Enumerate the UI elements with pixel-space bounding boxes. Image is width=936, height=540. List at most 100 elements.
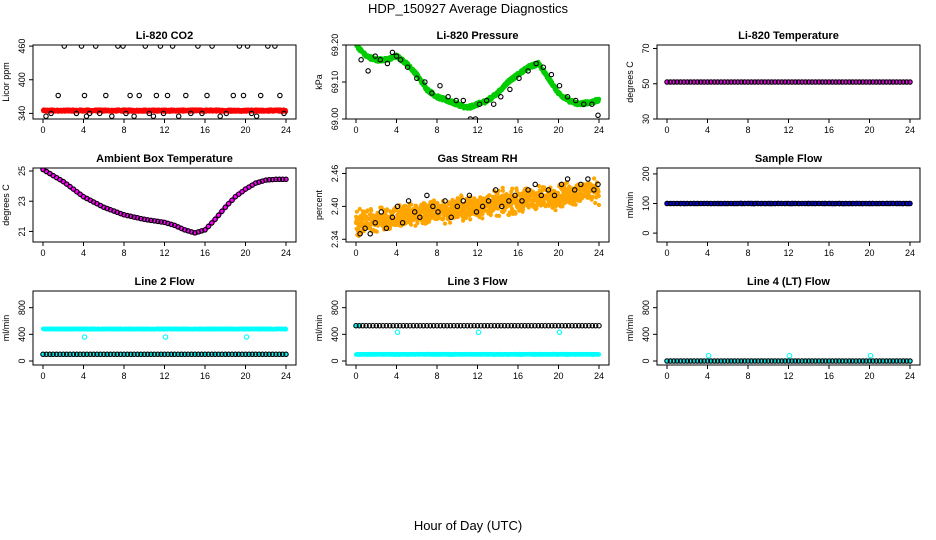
data-point <box>681 79 687 85</box>
data-point <box>393 53 400 59</box>
data-point <box>731 79 738 85</box>
data-point <box>812 79 819 85</box>
data-point <box>188 110 194 117</box>
data-point <box>445 94 451 100</box>
data-point <box>500 185 505 190</box>
y-tick-label: 21 <box>17 226 27 236</box>
data-point <box>183 92 189 99</box>
data-point <box>256 179 262 185</box>
data-point <box>397 57 404 63</box>
x-tick-label: 8 <box>121 248 126 258</box>
data-point <box>202 227 208 233</box>
data-point <box>448 220 453 225</box>
data-point <box>165 220 171 227</box>
data-point <box>480 216 485 221</box>
data-point <box>263 177 269 183</box>
plot-frame <box>32 167 297 243</box>
data-point <box>525 68 531 74</box>
data-point <box>141 216 148 223</box>
data-point <box>73 110 80 117</box>
data-points <box>353 176 602 238</box>
data-point <box>230 92 237 99</box>
data-points <box>353 45 602 119</box>
data-point <box>903 79 910 85</box>
data-point <box>806 79 812 85</box>
x-tick-label: 4 <box>81 125 86 135</box>
data-point <box>281 110 287 117</box>
data-point <box>460 97 467 104</box>
data-point <box>870 79 876 85</box>
data-point <box>728 79 734 85</box>
data-point <box>564 94 571 100</box>
data-point <box>442 221 448 226</box>
data-point <box>876 79 883 85</box>
data-point <box>199 110 205 117</box>
x-tick-label: 4 <box>81 248 86 258</box>
data-point <box>266 177 272 183</box>
data-point <box>185 228 191 234</box>
y-tick-label: 30 <box>641 114 651 124</box>
y-axis-label: degrees C <box>625 61 635 103</box>
data-point <box>677 79 684 85</box>
data-point <box>483 97 490 104</box>
data-point <box>748 79 755 85</box>
data-point <box>369 208 374 213</box>
data-point <box>453 97 459 104</box>
data-point <box>853 79 859 85</box>
data-point <box>111 208 117 214</box>
data-point <box>48 110 54 117</box>
data-point <box>222 204 229 211</box>
data-point <box>429 90 435 96</box>
y-axis-label: kPa <box>314 74 324 90</box>
data-point <box>205 223 212 230</box>
data-point <box>900 79 907 85</box>
x-tick-label: 12 <box>159 248 169 258</box>
data-point <box>762 79 768 85</box>
data-point <box>276 176 283 183</box>
data-point <box>148 217 154 224</box>
data-point <box>589 101 595 107</box>
data-point <box>863 79 869 85</box>
data-point <box>77 191 83 197</box>
data-point <box>107 207 114 213</box>
data-point <box>273 176 279 183</box>
data-point <box>283 176 289 183</box>
data-point <box>103 92 109 99</box>
data-point <box>146 110 153 117</box>
data-points <box>40 45 289 119</box>
data-point <box>219 208 225 215</box>
data-point <box>123 110 129 117</box>
data-point <box>741 79 748 85</box>
x-tick-label: 8 <box>745 125 750 135</box>
data-point <box>109 113 115 119</box>
data-point <box>279 176 286 183</box>
data-point <box>188 229 195 235</box>
data-point <box>365 208 370 213</box>
data-point <box>204 92 210 99</box>
x-tick-label: 24 <box>281 248 291 258</box>
data-point <box>463 215 469 220</box>
data-point <box>822 79 829 85</box>
data-point <box>664 79 670 85</box>
data-point <box>472 116 479 119</box>
data-point <box>374 229 379 234</box>
data-point <box>409 202 414 207</box>
data-point <box>403 203 408 208</box>
data-point <box>422 79 428 85</box>
data-point <box>460 214 465 220</box>
chart-title: Li-820 CO2 <box>136 30 193 42</box>
data-point <box>269 176 276 183</box>
data-point <box>495 206 501 211</box>
y-tick-label: 70 <box>641 44 651 54</box>
data-point <box>212 216 218 223</box>
data-point <box>209 220 215 226</box>
data-point <box>738 79 745 85</box>
data-point <box>195 229 202 235</box>
data-point <box>136 92 142 99</box>
data-point <box>721 79 728 85</box>
x-tick-label: 24 <box>905 125 915 135</box>
data-point <box>225 200 232 207</box>
data-point <box>61 45 68 49</box>
data-point <box>259 178 266 184</box>
